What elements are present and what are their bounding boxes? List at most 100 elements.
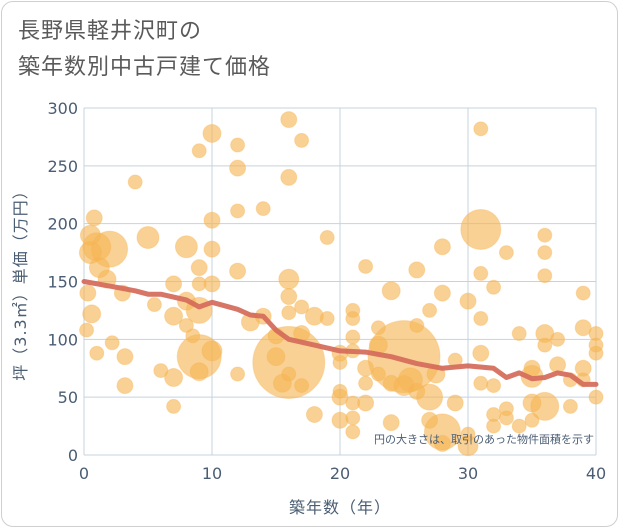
bubble-point xyxy=(203,275,221,293)
x-tick-label: 30 xyxy=(458,464,478,483)
bubble-point xyxy=(537,245,553,261)
y-tick-label: 250 xyxy=(47,157,78,176)
bubble-point xyxy=(511,326,527,342)
y-tick-label: 50 xyxy=(58,388,78,407)
bubble-point xyxy=(230,137,246,153)
bubble-point xyxy=(165,275,183,293)
bubble-point xyxy=(332,354,348,370)
bubble-point xyxy=(136,226,160,250)
bubble-point xyxy=(498,245,514,261)
bubble-point xyxy=(460,208,502,250)
bubble-point xyxy=(294,378,310,394)
bubble-point xyxy=(164,368,184,388)
bubble-point xyxy=(79,322,95,338)
bubble-point xyxy=(85,209,103,227)
bubble-point xyxy=(229,262,247,280)
bubble-point xyxy=(345,410,361,426)
bubble-point xyxy=(82,304,102,324)
y-tick-labels: 0 50 100 150 200 250 300 xyxy=(47,99,78,465)
bubble-point xyxy=(203,240,221,258)
bubble-point xyxy=(280,111,298,129)
bubble-point xyxy=(79,284,97,302)
bubble-point xyxy=(446,394,464,412)
bubble-point xyxy=(178,317,194,333)
bubble-point xyxy=(116,348,134,366)
bubble-point xyxy=(230,366,246,382)
title-line-2: 築年数別中古戸建て価格 xyxy=(18,55,272,80)
bubble-point xyxy=(229,159,247,177)
bubble-point xyxy=(498,410,514,426)
bubble-point xyxy=(381,281,401,301)
bubble-point xyxy=(530,391,560,421)
bubble-point xyxy=(280,168,298,186)
bubble-point xyxy=(486,279,502,295)
bubble-point xyxy=(357,394,375,412)
bubble-point xyxy=(91,230,129,268)
bubble-point xyxy=(574,319,592,337)
bubble-point xyxy=(460,426,476,442)
bubble-point xyxy=(416,383,444,411)
bubble-point xyxy=(203,211,221,229)
bubble-point xyxy=(472,344,490,362)
bubble-point xyxy=(358,375,374,391)
bubble-point xyxy=(511,418,527,434)
bubble-point xyxy=(575,285,591,301)
bubble-point xyxy=(473,375,489,391)
bubble-point xyxy=(345,311,361,327)
bubble-point xyxy=(166,398,182,414)
bubble-point xyxy=(537,337,553,353)
y-tick-label: 150 xyxy=(47,273,78,292)
bubble-point xyxy=(550,331,566,347)
bubble-point xyxy=(201,340,223,362)
size-annotation: 円の大きさは、取引のあった物件面積を示す xyxy=(374,432,594,446)
bubble-point xyxy=(433,434,451,452)
x-tick-label: 0 xyxy=(79,464,89,483)
bubble-point xyxy=(281,305,297,321)
bubble-point xyxy=(345,424,361,440)
bubble-point xyxy=(473,265,489,281)
bubble-point xyxy=(358,258,374,274)
bubble-point xyxy=(331,388,349,406)
bubble-point xyxy=(174,235,198,259)
bubble-point xyxy=(127,174,143,190)
y-tick-label: 300 xyxy=(47,99,78,118)
bubble-point xyxy=(164,306,184,326)
y-axis-title: 坪（3.3㎡）単価（万円） xyxy=(11,182,30,380)
bubble-point xyxy=(331,411,349,429)
bubble-point xyxy=(408,261,426,279)
bubble-point xyxy=(280,288,298,306)
bubble-point xyxy=(549,356,567,374)
bubble-point xyxy=(89,345,105,361)
bubble-point xyxy=(189,362,209,382)
x-tick-labels: 0 10 20 30 40 xyxy=(79,464,606,483)
x-tick-label: 10 xyxy=(202,464,222,483)
bubble-point xyxy=(146,297,162,313)
bubble-point xyxy=(382,414,400,432)
bubble-point xyxy=(433,238,451,256)
bubble-point xyxy=(422,302,438,318)
bubble-point xyxy=(255,201,271,217)
bubble-point xyxy=(191,143,207,159)
bubble-point xyxy=(486,378,502,394)
bubble-point xyxy=(459,292,477,310)
bubble-point xyxy=(409,317,425,333)
bubble-point xyxy=(319,230,335,246)
bubble-point xyxy=(319,311,335,327)
bubble-point xyxy=(473,121,489,137)
bubble-point xyxy=(294,132,310,148)
bubble-point xyxy=(278,268,300,290)
y-tick-label: 100 xyxy=(47,330,78,349)
bubble-point xyxy=(345,329,361,345)
bubble-point xyxy=(473,311,489,327)
bubble-point xyxy=(588,345,604,361)
x-tick-label: 40 xyxy=(586,464,606,483)
bubble-point xyxy=(305,406,323,424)
x-tick-label: 20 xyxy=(330,464,350,483)
chart-title: 長野県軽井沢町の 築年数別中古戸建て価格 xyxy=(18,14,271,86)
title-line-1: 長野県軽井沢町の xyxy=(18,19,203,44)
bubble-point xyxy=(190,259,208,277)
bubble-layer xyxy=(78,111,604,457)
bubble-point xyxy=(537,227,553,243)
bubble-point xyxy=(294,299,310,315)
